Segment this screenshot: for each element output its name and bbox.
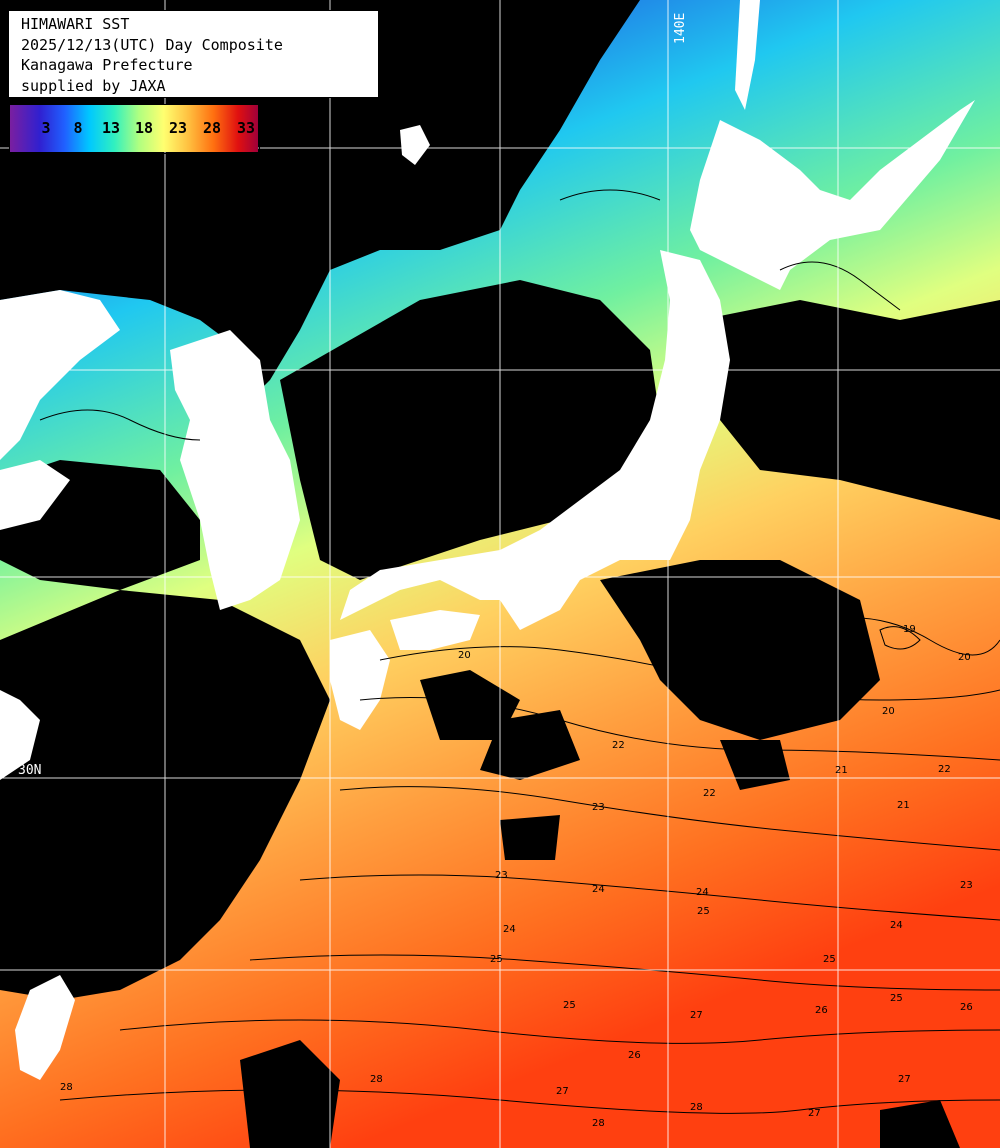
contour-label: 27 — [556, 1086, 569, 1097]
contour-label: 21 — [897, 800, 910, 811]
legend-tick: 33 — [236, 119, 256, 137]
taiwan — [15, 975, 75, 1080]
korea — [170, 330, 300, 610]
contour-label: 26 — [960, 1002, 973, 1013]
contour-label: 26 — [628, 1050, 641, 1061]
mainland-west — [0, 290, 120, 460]
contour-label: 26 — [815, 1005, 828, 1016]
legend-tick: 3 — [41, 119, 51, 137]
contour-label: 25 — [490, 954, 503, 965]
contour-label: 20 — [958, 652, 971, 663]
contour-label: 25 — [890, 993, 903, 1004]
contour-label: 22 — [938, 764, 951, 775]
contour-label: 20 — [882, 706, 895, 717]
contour-label: 25 — [563, 1000, 576, 1011]
contour-label: 24 — [503, 924, 516, 935]
contour-label: 27 — [808, 1108, 821, 1119]
title-product: HIMAWARI SST — [21, 15, 130, 33]
shikoku — [390, 610, 480, 650]
legend-tick: 13 — [101, 119, 121, 137]
contour-label: 22 — [703, 788, 716, 799]
land — [0, 0, 975, 1080]
title-box: HIMAWARI SST 2025/12/13(UTC) Day Composi… — [8, 10, 379, 98]
contour-label: 27 — [898, 1074, 911, 1085]
contour-label: 23 — [960, 880, 973, 891]
contour-label: 25 — [697, 906, 710, 917]
lat-label-30n: 30N — [18, 763, 41, 778]
contour-label: 28 — [60, 1082, 73, 1093]
lat-label-40n: 40N — [18, 355, 41, 370]
lon-label-140e: 140E — [673, 13, 688, 44]
legend-tick: 23 — [168, 119, 188, 137]
kyushu — [330, 630, 390, 730]
sst-contours — [39, 189, 1000, 1114]
contour-label: 28 — [690, 1102, 703, 1113]
contour-label: 25 — [823, 954, 836, 965]
contour-label: 24 — [592, 884, 605, 895]
contour-label: 19 — [903, 624, 916, 635]
sakhalin — [735, 0, 760, 110]
contour-label: 28 — [592, 1118, 605, 1129]
contour-label: 24 — [890, 920, 903, 931]
contour-label: 21 — [835, 765, 848, 776]
contour-label: 23 — [592, 802, 605, 813]
contour-label: 27 — [690, 1010, 703, 1021]
title-date: 2025/12/13(UTC) Day Composite — [21, 35, 283, 54]
china-coast — [0, 690, 40, 780]
contour-label: 22 — [612, 740, 625, 751]
contour-label: 28 — [370, 1074, 383, 1085]
shandong — [0, 460, 70, 530]
contour-label: 24 — [696, 887, 709, 898]
contour-label: 20 — [458, 650, 471, 661]
honshu — [340, 250, 730, 630]
contour-labels: 19 20 20 20 21 21 22 22 22 23 23 23 24 2… — [60, 624, 973, 1129]
contour-label: 23 — [495, 870, 508, 881]
legend-tick: 18 — [134, 119, 154, 137]
legend-tick: 8 — [73, 119, 83, 137]
legend-gradient — [10, 105, 258, 152]
title-region: Kanagawa Prefecture — [21, 56, 193, 74]
legend-tick: 28 — [202, 119, 222, 137]
color-legend: 3 8 13 18 23 28 33 — [9, 104, 260, 154]
island-1 — [400, 125, 430, 165]
title-supplier: supplied by JAXA — [21, 76, 166, 95]
